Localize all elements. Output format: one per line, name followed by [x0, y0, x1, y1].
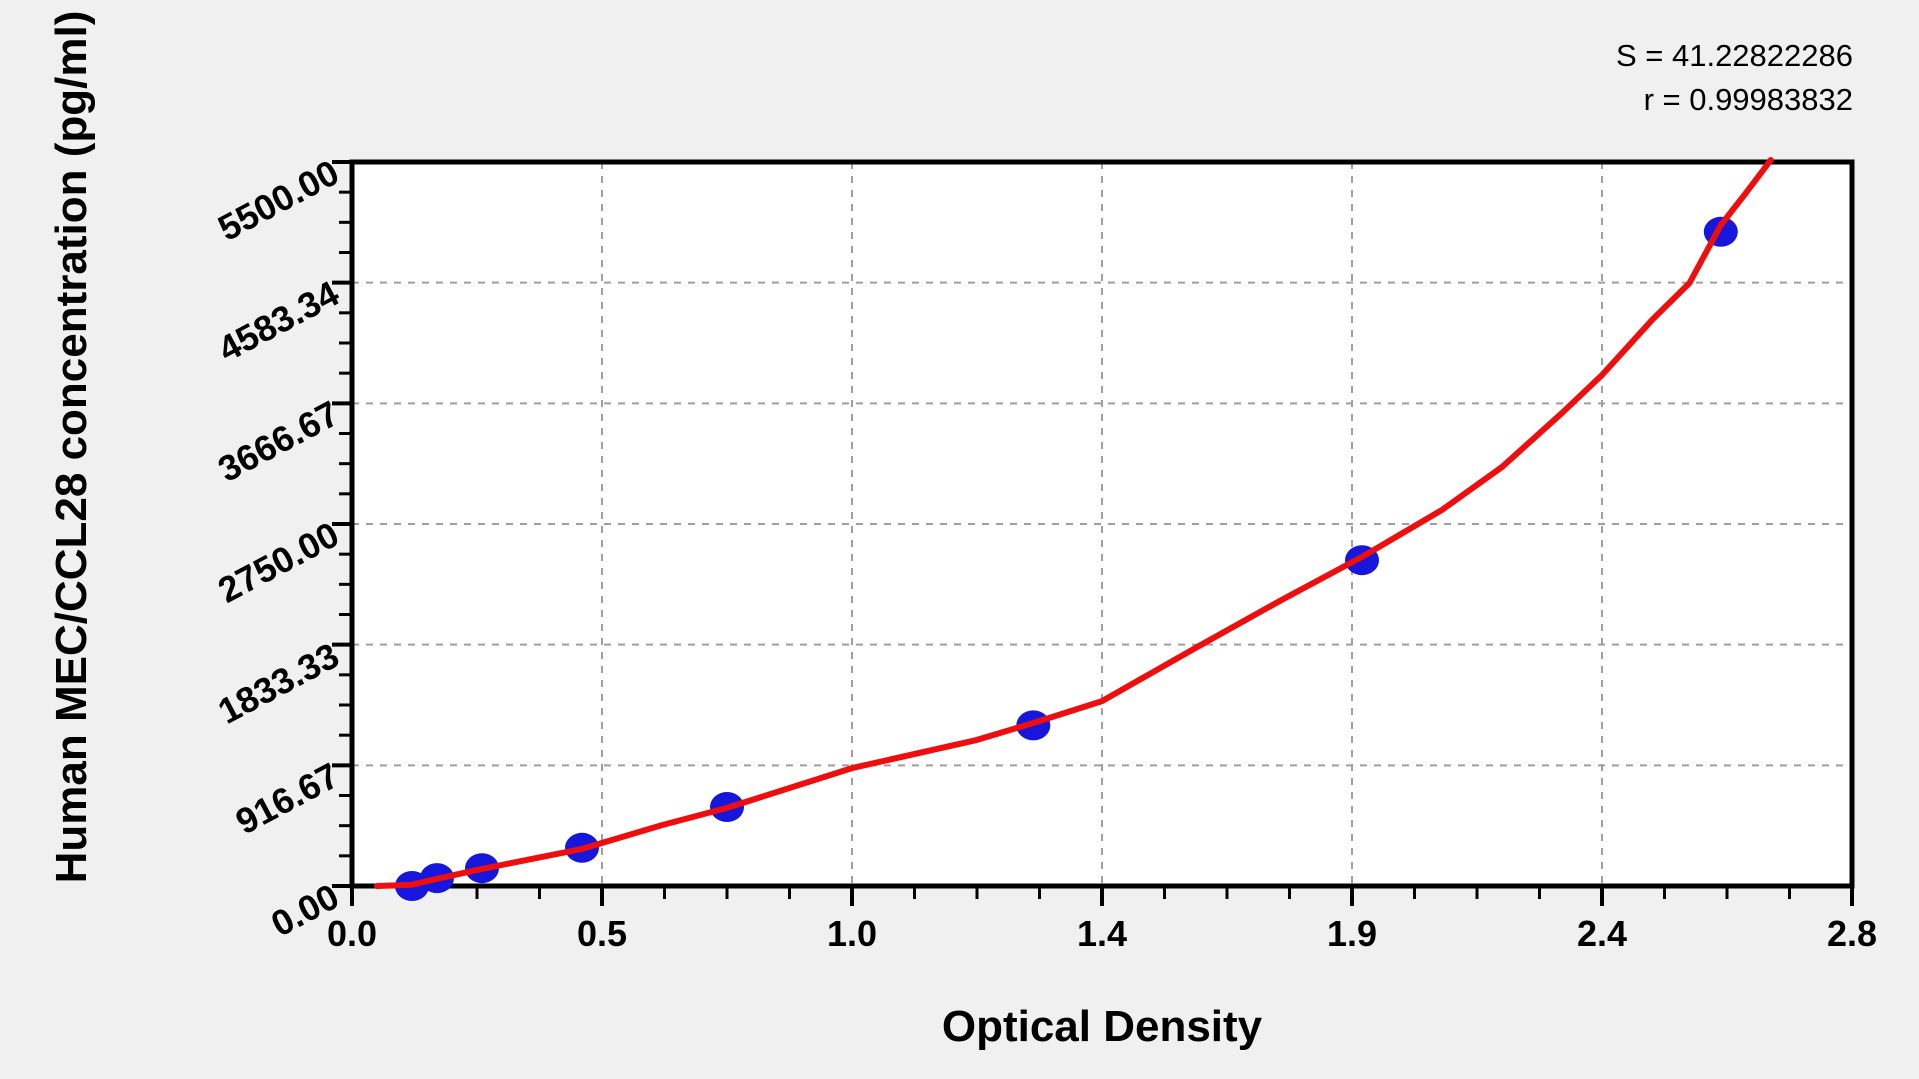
stats-block: S = 41.22822286 r = 0.99983832: [1616, 34, 1853, 122]
x-tick-label: 0.0: [326, 913, 378, 954]
plot-frame: [349, 159, 1855, 889]
stat-r-value: r = 0.99983832: [1643, 82, 1853, 117]
x-tick-label: 1.9: [1326, 913, 1378, 954]
x-tick-label: 2.8: [1826, 913, 1878, 954]
x-axis-title: Optical Density: [941, 1002, 1263, 1051]
fit-curve: [374, 157, 1774, 889]
x-tick-label: 1.0: [826, 913, 878, 954]
x-tick-label: 0.5: [576, 913, 628, 954]
x-tick-label: 1.4: [1076, 913, 1128, 954]
x-tick-label: 2.4: [1576, 913, 1628, 954]
stat-s-value: S = 41.22822286: [1615, 38, 1853, 73]
